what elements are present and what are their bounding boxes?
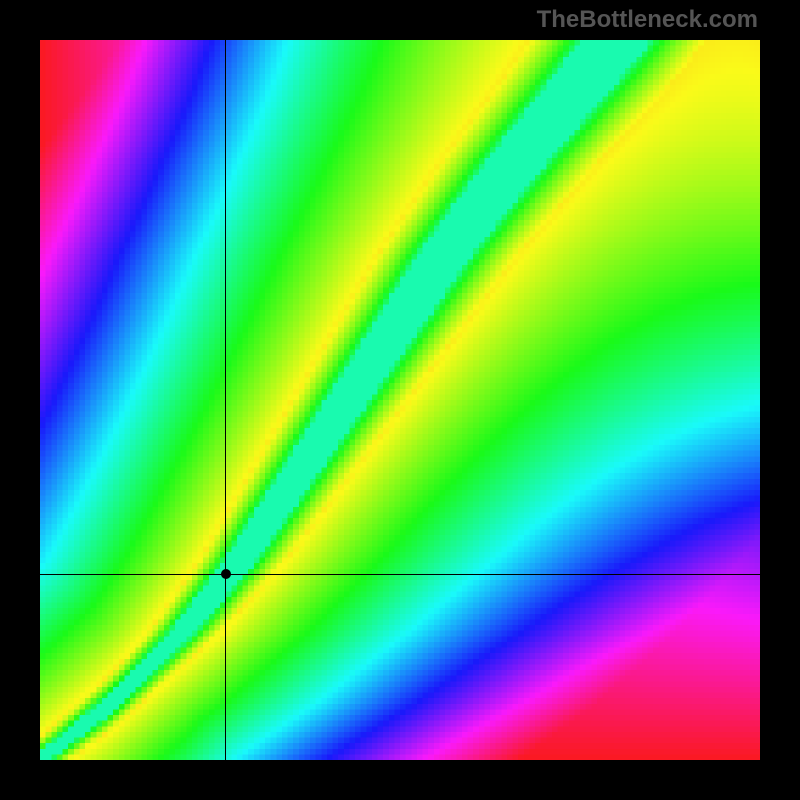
- watermark-text: TheBottleneck.com: [537, 6, 758, 34]
- crosshair-marker: [221, 569, 231, 579]
- crosshair-horizontal: [40, 574, 760, 575]
- crosshair-vertical: [225, 40, 226, 760]
- bottleneck-heatmap: [40, 40, 760, 760]
